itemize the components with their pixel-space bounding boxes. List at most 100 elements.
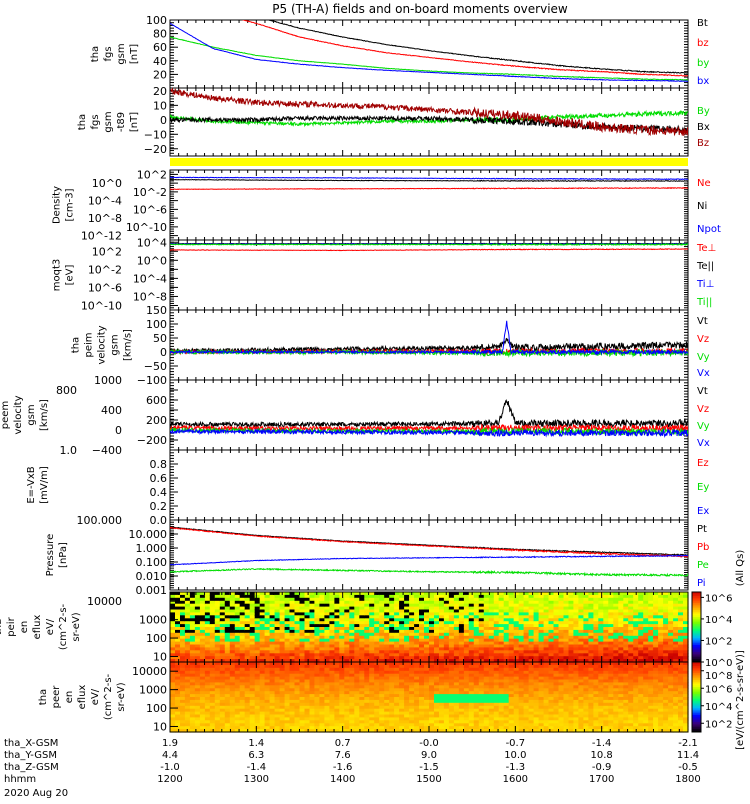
spectrogram-cell (399, 615, 405, 619)
spectrogram-cell (673, 598, 679, 602)
spectrogram-cell (658, 650, 664, 654)
spectrogram-cell (170, 720, 176, 724)
y-tick-label: 100 (146, 318, 167, 331)
spectrogram-cell (618, 633, 624, 637)
spectrogram-cell (349, 633, 355, 637)
spectrogram-cell (404, 633, 410, 637)
legend-label: Vy (697, 421, 710, 432)
y-axis-label: [mV/m] (39, 466, 50, 504)
spectrogram-cell (638, 633, 644, 637)
y-axis-label: fgs (90, 114, 101, 129)
spectrogram-cell (494, 633, 500, 637)
y-axis-label: Density (51, 186, 62, 224)
spectrogram-cell (588, 633, 594, 637)
spectrogram-cell (439, 633, 445, 637)
spectrogram-cell (474, 650, 480, 654)
spectrogram-cell (295, 650, 301, 654)
spectrogram-cell (384, 633, 390, 637)
spectrogram-cell (454, 650, 460, 654)
spectrogram-cell (255, 668, 261, 672)
spectrogram-cell (344, 615, 350, 619)
series-line-Npot (170, 177, 688, 179)
series-line-Pt (170, 527, 688, 555)
spectrogram-cell (404, 598, 410, 602)
y-axis-label: en (19, 621, 30, 634)
y-tick-label: 10^-6 (133, 203, 167, 216)
spectrogram-cell (464, 598, 470, 602)
spectrogram-cell (474, 615, 480, 619)
spectrogram-cell (489, 598, 495, 602)
spectrogram-cell (559, 615, 565, 619)
y-axis-label: [eV] (64, 265, 75, 286)
y-tick-label: 10.000 (129, 528, 168, 541)
spectrogram-cell (569, 650, 575, 654)
legend-label: Vz (697, 404, 709, 415)
spectrogram-cell (275, 720, 281, 724)
spectrogram-cell (344, 650, 350, 654)
spectrogram-cell (280, 703, 286, 707)
y-tick-label: 1000 (139, 614, 167, 627)
colorbar-tick-label: 10^6 (705, 593, 732, 604)
spectrogram-cell (663, 650, 669, 654)
spectrogram-cell (573, 615, 579, 619)
spectrogram-cell (494, 598, 500, 602)
spectrogram-cell (623, 615, 629, 619)
y-tick-label: 0.4 (150, 486, 168, 499)
spectrogram-cell (354, 650, 360, 654)
spectrogram-cell (529, 615, 535, 619)
spectrogram-cell (185, 633, 191, 637)
spectrogram-cell (225, 668, 231, 672)
spectrogram-cell (524, 650, 530, 654)
spectrogram-cell (364, 615, 370, 619)
spectrogram-cell (419, 615, 425, 619)
spectrogram-cell (534, 650, 540, 654)
legend-label: Vx (697, 438, 710, 449)
spectrogram-cell (529, 598, 535, 602)
spectrogram-cell (474, 633, 480, 637)
spectrogram-cell (290, 598, 296, 602)
spectrogram-cell (265, 703, 271, 707)
spectrogram-cell (564, 598, 570, 602)
spectrogram-cell (573, 650, 579, 654)
spectrogram-cell (175, 720, 181, 724)
spectrogram-cell (618, 650, 624, 654)
spectrogram-cell (449, 633, 455, 637)
legend-label: bx (697, 76, 709, 87)
spectrogram-cell (374, 598, 380, 602)
spectrogram-cell (474, 598, 480, 602)
spectrogram-cell (260, 668, 266, 672)
spectrogram-cell (588, 615, 594, 619)
spectrogram-cell (608, 615, 614, 619)
spectrogram-cell (444, 598, 450, 602)
spectrogram-cell (285, 703, 291, 707)
y-axis-label: sr-eV) (71, 612, 82, 641)
spectrogram-cell (354, 615, 360, 619)
spectrogram-cell (235, 703, 241, 707)
legend-label: Vy (697, 352, 710, 363)
spectrogram-cell (180, 720, 186, 724)
spectrogram-cell (544, 615, 550, 619)
spectrogram-cell (429, 650, 435, 654)
spectrogram-cell (285, 598, 291, 602)
spectrogram-cell (270, 633, 276, 637)
spectrogram-cell (190, 615, 196, 619)
spectrogram-cell (643, 633, 649, 637)
spectrogram-cell (215, 685, 221, 689)
spectrogram-cell (514, 650, 520, 654)
spectrogram-cell (295, 615, 301, 619)
spectrogram-cell (300, 598, 306, 602)
spectrogram-cell (190, 703, 196, 707)
spectrogram-cell (618, 615, 624, 619)
spectrogram-cell (250, 650, 256, 654)
legend-label: Ne (697, 178, 711, 189)
legend-label: Te⊥ (696, 243, 716, 254)
spectrogram-cell (230, 703, 236, 707)
spectrogram-cell (280, 668, 286, 672)
spectrogram-cell (300, 720, 306, 724)
spectrogram-cell (658, 615, 664, 619)
spectrogram-cell (573, 633, 579, 637)
spectrogram-cell (429, 633, 435, 637)
spectrogram-cell (324, 633, 330, 637)
spectrogram-cell (300, 633, 306, 637)
spectrogram-cell (245, 720, 251, 724)
